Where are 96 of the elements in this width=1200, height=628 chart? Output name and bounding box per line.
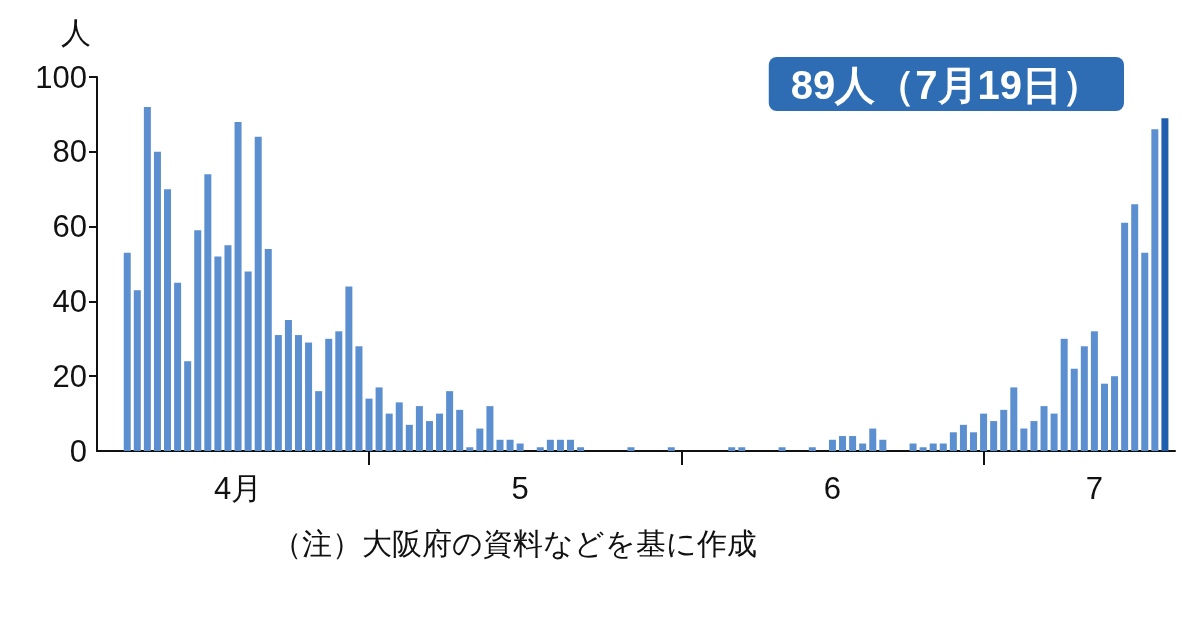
bar xyxy=(486,406,494,451)
bar xyxy=(224,245,232,451)
bar xyxy=(536,447,544,451)
bar xyxy=(274,335,282,451)
bar xyxy=(436,413,444,451)
bar xyxy=(496,439,504,451)
bar xyxy=(254,136,262,451)
bar xyxy=(446,391,454,451)
bar xyxy=(395,402,403,451)
bar xyxy=(425,421,433,451)
bar xyxy=(939,443,947,451)
bar xyxy=(778,447,786,451)
bar xyxy=(1040,406,1048,451)
bar xyxy=(879,439,887,451)
bar xyxy=(1070,368,1078,451)
bar xyxy=(164,189,172,451)
bar xyxy=(345,286,353,451)
bar xyxy=(1030,421,1038,451)
bar xyxy=(1161,118,1169,451)
bar xyxy=(929,443,937,451)
bar xyxy=(506,439,514,451)
bar xyxy=(456,409,464,451)
annotation: 89人（7月19日） xyxy=(790,63,1102,107)
bar xyxy=(375,387,383,451)
bar xyxy=(1000,409,1008,451)
bar xyxy=(859,443,867,451)
x-tick-label: 5 xyxy=(511,471,529,506)
y-tick-label: 0 xyxy=(69,433,87,469)
y-tick-label: 100 xyxy=(35,59,87,95)
bar xyxy=(325,338,333,451)
bar xyxy=(284,320,292,451)
bar xyxy=(516,443,524,451)
bar xyxy=(1141,252,1149,451)
bar xyxy=(234,121,242,451)
bar xyxy=(970,432,977,451)
bar xyxy=(1131,204,1139,451)
bar xyxy=(385,413,393,451)
bar xyxy=(949,432,957,451)
bar xyxy=(849,436,857,451)
bar xyxy=(365,398,373,451)
bar xyxy=(546,439,554,451)
bar xyxy=(980,413,988,451)
bar xyxy=(839,436,847,451)
bar xyxy=(305,342,313,451)
bar xyxy=(728,447,736,451)
bar xyxy=(1010,387,1018,451)
bar xyxy=(264,249,272,451)
bar xyxy=(577,447,585,451)
y-axis-title: 人 xyxy=(61,15,91,49)
bar xyxy=(204,174,212,451)
bar xyxy=(990,421,998,451)
bar xyxy=(667,447,675,451)
bar xyxy=(315,391,323,451)
bar xyxy=(828,439,836,451)
bar xyxy=(1090,331,1098,451)
bar xyxy=(1151,129,1159,451)
bar xyxy=(808,447,816,451)
bar xyxy=(123,252,131,451)
bar xyxy=(174,282,182,451)
bar xyxy=(184,361,192,451)
bar xyxy=(143,106,151,451)
bar xyxy=(959,424,967,451)
bar xyxy=(556,439,564,451)
bar xyxy=(214,256,222,451)
bar xyxy=(405,424,413,451)
bar xyxy=(153,151,161,451)
bar xyxy=(194,230,202,451)
bar xyxy=(295,335,302,451)
y-tick-label: 20 xyxy=(52,358,87,394)
bar xyxy=(133,290,141,451)
bar xyxy=(1111,376,1119,451)
bar xyxy=(567,439,575,451)
bar xyxy=(355,346,363,451)
bar xyxy=(1060,338,1068,451)
bar xyxy=(415,406,423,451)
bar xyxy=(335,331,343,451)
bar xyxy=(627,447,635,451)
bar xyxy=(909,443,917,451)
bar xyxy=(738,447,746,451)
x-tick-label: 6 xyxy=(823,471,842,506)
bar xyxy=(466,447,474,451)
x-tick-label: 7 xyxy=(1085,471,1104,506)
text: （注）大阪府の資料などを基に作成 xyxy=(272,526,757,560)
bar xyxy=(1080,346,1088,451)
x-tick-label: 4月 xyxy=(213,471,263,506)
bar xyxy=(476,428,484,451)
bar xyxy=(1020,428,1028,451)
bar xyxy=(1100,383,1108,451)
bar xyxy=(919,447,927,451)
y-tick-label: 60 xyxy=(52,209,87,245)
bar xyxy=(1121,222,1129,451)
bar xyxy=(1050,413,1058,451)
y-tick-label: 40 xyxy=(52,283,87,319)
y-tick-label: 80 xyxy=(52,134,87,170)
bar xyxy=(869,428,877,451)
bar xyxy=(244,271,252,451)
